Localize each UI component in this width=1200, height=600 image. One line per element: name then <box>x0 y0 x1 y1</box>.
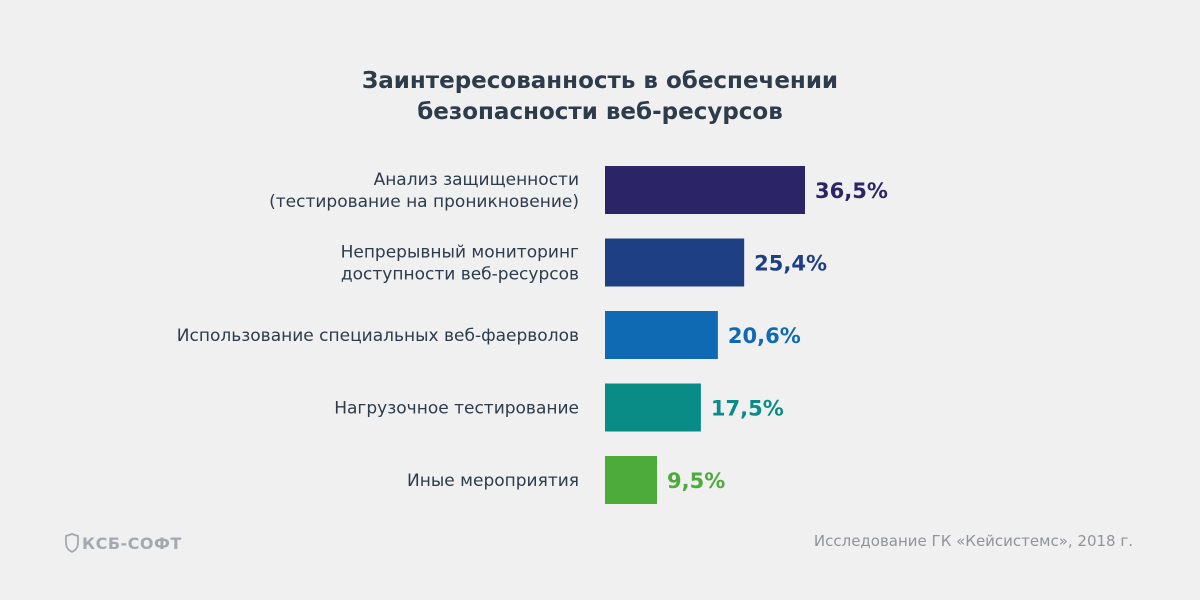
value-label-1: 36,5% <box>815 179 888 203</box>
bar-2 <box>605 238 745 287</box>
bar-5 <box>605 456 658 504</box>
chart-title: Заинтересованность в обеспечении безопас… <box>0 66 1200 128</box>
category-label-2-line-1: Непрерывный мониторинг <box>341 243 579 263</box>
logo-text: КСБ-СОФТ <box>82 533 182 553</box>
company-logo: КСБ-СОФТ <box>64 530 182 556</box>
category-label-4-line-1: Нагрузочное тестирование <box>334 399 579 419</box>
chart-title-line-1: Заинтересованность в обеспечении <box>361 68 839 94</box>
category-label-2-line-2: доступности веб-ресурсов <box>341 265 579 285</box>
value-label-3: 20,6% <box>728 324 801 348</box>
category-label-1-line-2: (тестирование на проникновение) <box>269 192 579 212</box>
bar-3 <box>605 311 718 359</box>
bar-4 <box>605 383 701 432</box>
value-label-2: 25,4% <box>754 252 827 276</box>
value-label-4: 17,5% <box>711 397 784 421</box>
value-label-5: 9,5% <box>667 469 725 493</box>
category-label-5-line-1: Иные мероприятия <box>407 471 579 491</box>
bar-1 <box>605 166 805 214</box>
shield-icon <box>65 533 79 553</box>
category-label-3-line-1: Использование специальных веб-фаерволов <box>177 326 579 346</box>
chart-title-line-2: безопасности веб-ресурсов <box>417 99 783 125</box>
source-note: Исследование ГК «Кейсистемс», 2018 г. <box>813 532 1133 550</box>
category-label-1-line-1: Анализ защищенности <box>374 170 579 190</box>
